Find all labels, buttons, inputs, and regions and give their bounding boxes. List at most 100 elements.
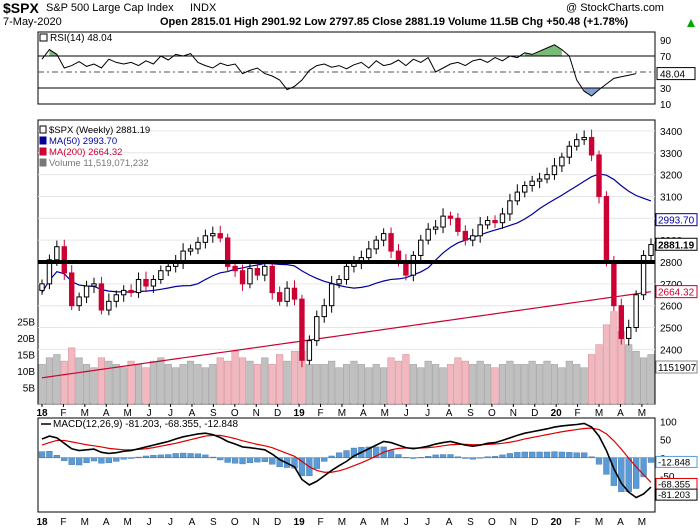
macd-histogram-bar <box>491 456 499 458</box>
candle-body <box>120 289 127 296</box>
macd-histogram-bar <box>536 451 543 458</box>
macd-histogram-bar <box>194 453 202 458</box>
volume-bar <box>506 360 514 405</box>
price-tick-label: 3200 <box>660 171 683 182</box>
macd-histogram-bar <box>595 457 603 465</box>
macd-histogram-bar <box>633 457 640 489</box>
macd-histogram-bar <box>581 452 588 458</box>
macd-value-label: -81.203 <box>658 490 690 501</box>
x-tick-label: D <box>531 408 538 419</box>
macd-histogram-bar <box>328 455 335 458</box>
price-legend-entry: MA(200) 2664.32 <box>49 147 122 158</box>
x-tick-label: M <box>638 408 646 419</box>
ma50-line <box>41 173 652 293</box>
candle-body <box>455 217 461 232</box>
macd-histogram-bar <box>618 457 625 492</box>
volume-bar <box>543 360 551 405</box>
volume-bar <box>216 357 224 405</box>
volume-bar <box>164 364 172 405</box>
x-tick-label: M <box>81 408 89 419</box>
x-tick-label: M <box>381 517 389 528</box>
macd-histogram-bar <box>395 454 402 458</box>
volume-value-label: 1151907 <box>658 363 697 374</box>
macd-histogram-bar <box>83 457 90 464</box>
macd-histogram-bar <box>135 456 142 458</box>
candle-body <box>499 213 506 224</box>
macd-histogram-bar <box>610 457 618 486</box>
x-tick-label: A <box>617 408 624 419</box>
volume-bar <box>402 354 410 405</box>
macd-histogram-bar <box>335 452 343 458</box>
x-tick-label: F <box>575 517 581 528</box>
volume-bar <box>335 367 343 405</box>
volume-tick-label: 5B <box>23 384 36 395</box>
volume-bar <box>550 364 559 405</box>
candle-body <box>588 136 595 156</box>
volume-bar <box>179 364 187 405</box>
candle-body <box>551 165 558 176</box>
volume-bar <box>342 364 351 405</box>
x-tick-label: M <box>638 517 646 528</box>
candle-body <box>380 233 387 241</box>
candle-body <box>143 278 149 287</box>
macd-value-label: -12.848 <box>658 457 690 468</box>
candle-body <box>462 230 469 241</box>
candle-body <box>648 244 654 256</box>
macd-histogram-bar <box>484 456 491 458</box>
price-legend-swatch <box>39 125 47 134</box>
candle-body <box>603 195 610 263</box>
volume-bar <box>276 354 284 405</box>
x-tick-label: 20 <box>551 408 563 419</box>
x-tick-label: J <box>404 408 409 419</box>
macd-tick-label: 100 <box>660 418 677 429</box>
x-tick-label: O <box>231 517 239 528</box>
volume-bar <box>83 364 91 405</box>
rsi-tick-label: 70 <box>660 52 672 63</box>
quote-bar: 7-May-2020 Open 2815.01 High 2901.92 Low… <box>0 16 700 30</box>
volume-bar <box>476 360 484 405</box>
candle-body <box>232 265 238 272</box>
macd-tick-label: 50 <box>660 436 672 447</box>
macd-histogram-bar <box>120 457 127 460</box>
candle-body <box>113 294 119 302</box>
x-tick-label: O <box>231 408 239 419</box>
volume-bar <box>357 364 365 405</box>
candle-body <box>210 233 216 237</box>
macd-histogram-bar <box>38 451 46 458</box>
volume-bar <box>588 354 596 405</box>
macd-histogram-bar <box>558 451 566 458</box>
price-tick-label: 3100 <box>660 192 683 203</box>
x-tick-label: F <box>60 408 66 419</box>
volume-bar <box>238 357 247 405</box>
macd-histogram-bar <box>566 452 573 458</box>
volume-bar <box>268 364 276 405</box>
macd-histogram-bar <box>202 454 209 458</box>
candle-body <box>135 278 142 294</box>
rsi-value-box <box>656 67 696 81</box>
volume-bar <box>417 367 425 405</box>
volume-bar <box>424 360 432 405</box>
candle-body <box>276 292 283 302</box>
macd-histogram-bar <box>298 457 306 477</box>
macd-histogram-bar <box>239 457 246 465</box>
macd-histogram-bar <box>454 456 462 458</box>
candle-body <box>128 289 134 294</box>
macd-histogram-bar <box>551 451 558 458</box>
volume-bar <box>186 360 195 405</box>
price-tick-label: 2400 <box>660 345 683 356</box>
volume-bar <box>320 364 328 405</box>
candle-body <box>91 283 97 287</box>
candle-body <box>544 174 550 180</box>
candle-body <box>529 180 535 187</box>
volume-bar <box>439 367 447 405</box>
macd-histogram-bar <box>113 457 120 462</box>
candle-body <box>522 185 528 193</box>
macd-value-box <box>655 455 698 468</box>
volume-bar <box>595 344 603 405</box>
x-tick-label: O <box>488 408 496 419</box>
x-tick-label: 18 <box>36 517 48 528</box>
volume-bar <box>172 367 180 405</box>
volume-bar <box>580 367 588 405</box>
x-tick-label: 19 <box>294 517 306 528</box>
macd-histogram-bar <box>127 457 135 459</box>
